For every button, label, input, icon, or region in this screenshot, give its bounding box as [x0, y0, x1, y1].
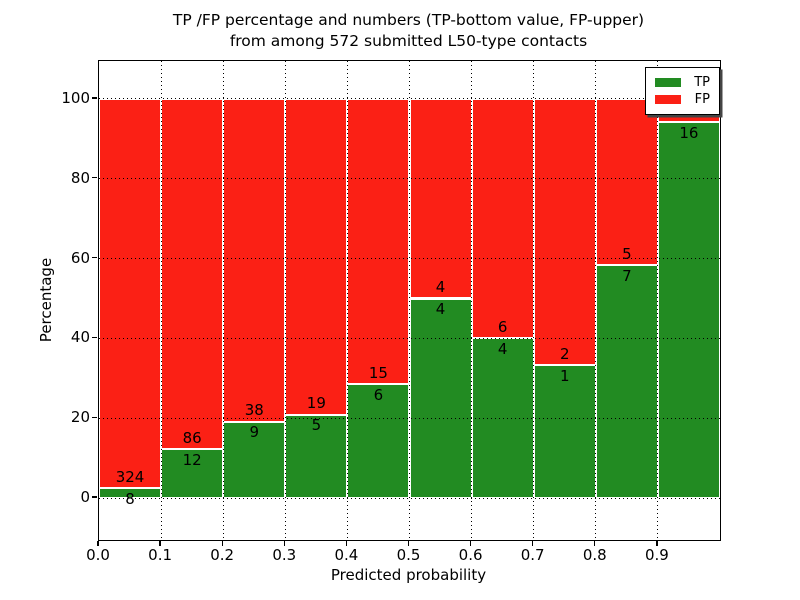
y-tick-mark — [92, 336, 97, 339]
tp-count-label: 1 — [559, 366, 570, 385]
fp-bar-segment — [223, 98, 286, 422]
y-tick-mark — [92, 97, 97, 99]
fp-bar-segment — [161, 98, 224, 450]
y-tick-label: 0 — [80, 488, 90, 507]
legend-item-fp: FP — [655, 91, 710, 108]
x-tick-mark — [469, 540, 472, 546]
y-tick-label: 60 — [70, 248, 90, 267]
x-tick-label: 0.4 — [334, 546, 359, 564]
legend-label-fp: FP — [694, 92, 710, 107]
fp-count-label: 2 — [559, 344, 570, 363]
tp-bar-segment — [409, 298, 472, 499]
x-tick-label: 0.2 — [210, 546, 235, 564]
y-tick-mark — [92, 496, 97, 498]
fp-count-label: 15 — [368, 363, 388, 382]
x-axis-label: Predicted probability — [330, 566, 487, 584]
fp-bar-segment — [347, 98, 410, 385]
y-tick-label: 20 — [70, 408, 90, 427]
tp-bar-segment — [285, 414, 348, 499]
legend-label-tp: TP — [694, 75, 710, 90]
legend: TP FP — [645, 67, 720, 115]
tp-bar-segment — [347, 384, 410, 499]
x-tick-mark — [97, 540, 99, 546]
x-tick-label: 0.6 — [458, 546, 483, 564]
tp-count-label: 16 — [679, 123, 699, 142]
x-tick-label: 0.7 — [520, 546, 545, 564]
x-tick-label: 0.8 — [582, 546, 607, 564]
x-gridline — [595, 61, 597, 540]
fp-count-label: 324 — [115, 467, 145, 486]
fp-swatch — [655, 95, 681, 104]
x-gridline — [471, 61, 473, 540]
fp-bar-segment — [99, 98, 162, 489]
chart-title-line1: TP /FP percentage and numbers (TP-bottom… — [172, 11, 645, 29]
fp-bar-segment — [471, 98, 534, 339]
fp-count-label: 19 — [306, 394, 326, 413]
chart-title-line2: from among 572 submitted L50-type contac… — [229, 32, 588, 50]
tp-swatch — [655, 78, 681, 87]
tp-count-label: 4 — [435, 300, 446, 318]
tp-count-label: 8 — [125, 489, 135, 508]
fp-count-label: 6 — [497, 317, 508, 336]
y-tick-label: 80 — [70, 168, 90, 187]
x-gridline — [284, 61, 286, 540]
x-tick-mark — [407, 540, 410, 546]
tp-count-label: 9 — [249, 423, 259, 442]
x-tick-mark — [594, 540, 596, 546]
fp-count-label: 4 — [435, 278, 446, 296]
fp-bar-segment — [285, 98, 348, 415]
fp-count-label: 86 — [182, 428, 202, 447]
y-tick-mark — [92, 416, 97, 418]
fp-bar-segment — [533, 98, 596, 366]
fp-bar-segment — [595, 98, 658, 266]
tp-bar-segment — [657, 122, 720, 499]
y-tick-label: 40 — [70, 328, 90, 347]
x-tick-mark — [532, 540, 534, 546]
x-tick-mark — [345, 540, 348, 546]
x-gridline — [346, 61, 348, 540]
x-tick-label: 0.3 — [272, 546, 297, 564]
x-tick-label: 0.9 — [644, 546, 669, 564]
x-tick-mark — [283, 540, 285, 546]
tp-bar-segment — [223, 421, 286, 499]
x-gridline — [409, 61, 410, 540]
x-tick-mark — [221, 540, 223, 546]
chart-title: TP /FP percentage and numbers (TP-bottom… — [98, 10, 719, 52]
fp-count-label: 38 — [244, 401, 264, 420]
y-tick-mark — [92, 177, 97, 179]
fp-count-label: 5 — [622, 244, 632, 263]
x-tick-mark — [656, 540, 658, 546]
x-tick-label: 0.0 — [86, 546, 110, 564]
x-tick-label: 0.5 — [396, 546, 421, 564]
tp-bar-segment — [533, 365, 596, 499]
x-gridline — [533, 61, 535, 540]
plot-area: 3248861238919515644642157116 — [98, 60, 721, 541]
tp-count-label: 5 — [311, 416, 322, 435]
y-tick-mark — [92, 256, 97, 259]
x-gridline — [657, 61, 659, 540]
tp-count-label: 4 — [497, 339, 508, 358]
tp-count-label: 12 — [182, 450, 202, 469]
tp-bar-segment — [595, 265, 658, 499]
tp-count-label: 6 — [373, 385, 384, 404]
legend-item-tp: TP — [655, 74, 710, 91]
x-gridline — [160, 61, 162, 540]
fp-bar-segment — [409, 98, 472, 299]
x-tick-mark — [159, 540, 161, 546]
y-tick-label: 100 — [61, 88, 90, 107]
tp-count-label: 7 — [622, 266, 632, 285]
x-tick-label: 0.1 — [148, 546, 173, 564]
x-gridline — [222, 61, 224, 540]
